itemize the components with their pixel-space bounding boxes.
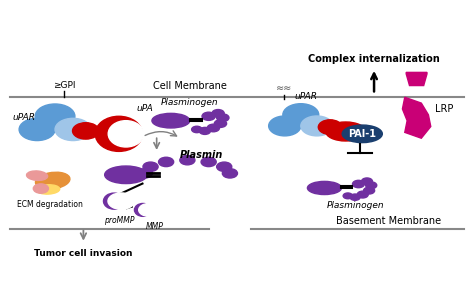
Circle shape [180,156,195,165]
Circle shape [217,114,229,121]
Text: ≈≈: ≈≈ [276,83,292,93]
Ellipse shape [342,125,383,143]
Ellipse shape [105,166,147,183]
Text: Tumor cell invasion: Tumor cell invasion [34,249,133,258]
Circle shape [201,157,216,167]
Circle shape [353,180,365,188]
Circle shape [362,178,373,185]
Circle shape [199,127,210,134]
Text: uPA: uPA [137,104,153,113]
Polygon shape [402,97,431,138]
Circle shape [343,193,353,199]
Circle shape [366,182,377,189]
Text: ≥GPI: ≥GPI [53,81,76,90]
Text: PAI-1: PAI-1 [348,129,376,139]
Circle shape [108,193,135,209]
Circle shape [301,116,333,136]
Ellipse shape [27,171,48,181]
Ellipse shape [95,116,143,151]
Text: Complex internalization: Complex internalization [308,54,440,64]
Text: Plasminogen: Plasminogen [161,98,219,108]
Ellipse shape [36,185,60,194]
Text: uPAR: uPAR [295,92,318,101]
Text: proMMP: proMMP [104,216,134,225]
Text: Plasmin: Plasmin [180,150,223,160]
Ellipse shape [326,122,366,141]
Ellipse shape [36,172,70,189]
Circle shape [33,184,48,193]
Text: Basement Membrane: Basement Membrane [336,216,441,226]
Circle shape [207,124,219,132]
Circle shape [357,191,368,198]
Text: ECM degradation: ECM degradation [18,200,83,209]
Circle shape [214,120,227,127]
Ellipse shape [308,181,341,195]
Text: MMP: MMP [146,222,163,230]
Text: Plasminogen: Plasminogen [326,201,384,210]
Circle shape [202,112,215,120]
Ellipse shape [103,193,125,209]
Ellipse shape [152,113,190,128]
Text: Cell Membrane: Cell Membrane [153,81,227,91]
Ellipse shape [108,121,144,147]
Polygon shape [406,72,427,86]
Circle shape [55,118,91,141]
Circle shape [158,157,173,167]
Circle shape [269,116,301,136]
Circle shape [139,203,159,216]
Circle shape [364,187,374,194]
Circle shape [222,169,237,178]
Circle shape [283,104,319,126]
Ellipse shape [135,203,152,216]
Circle shape [350,194,360,200]
Circle shape [318,120,342,134]
Circle shape [217,162,232,171]
Text: uPAR: uPAR [12,113,36,122]
Circle shape [19,118,55,141]
Circle shape [191,126,202,133]
Circle shape [212,110,224,117]
Text: LRP: LRP [435,104,453,114]
Circle shape [143,162,158,171]
Circle shape [137,169,153,178]
Circle shape [35,104,75,128]
Circle shape [73,123,99,139]
